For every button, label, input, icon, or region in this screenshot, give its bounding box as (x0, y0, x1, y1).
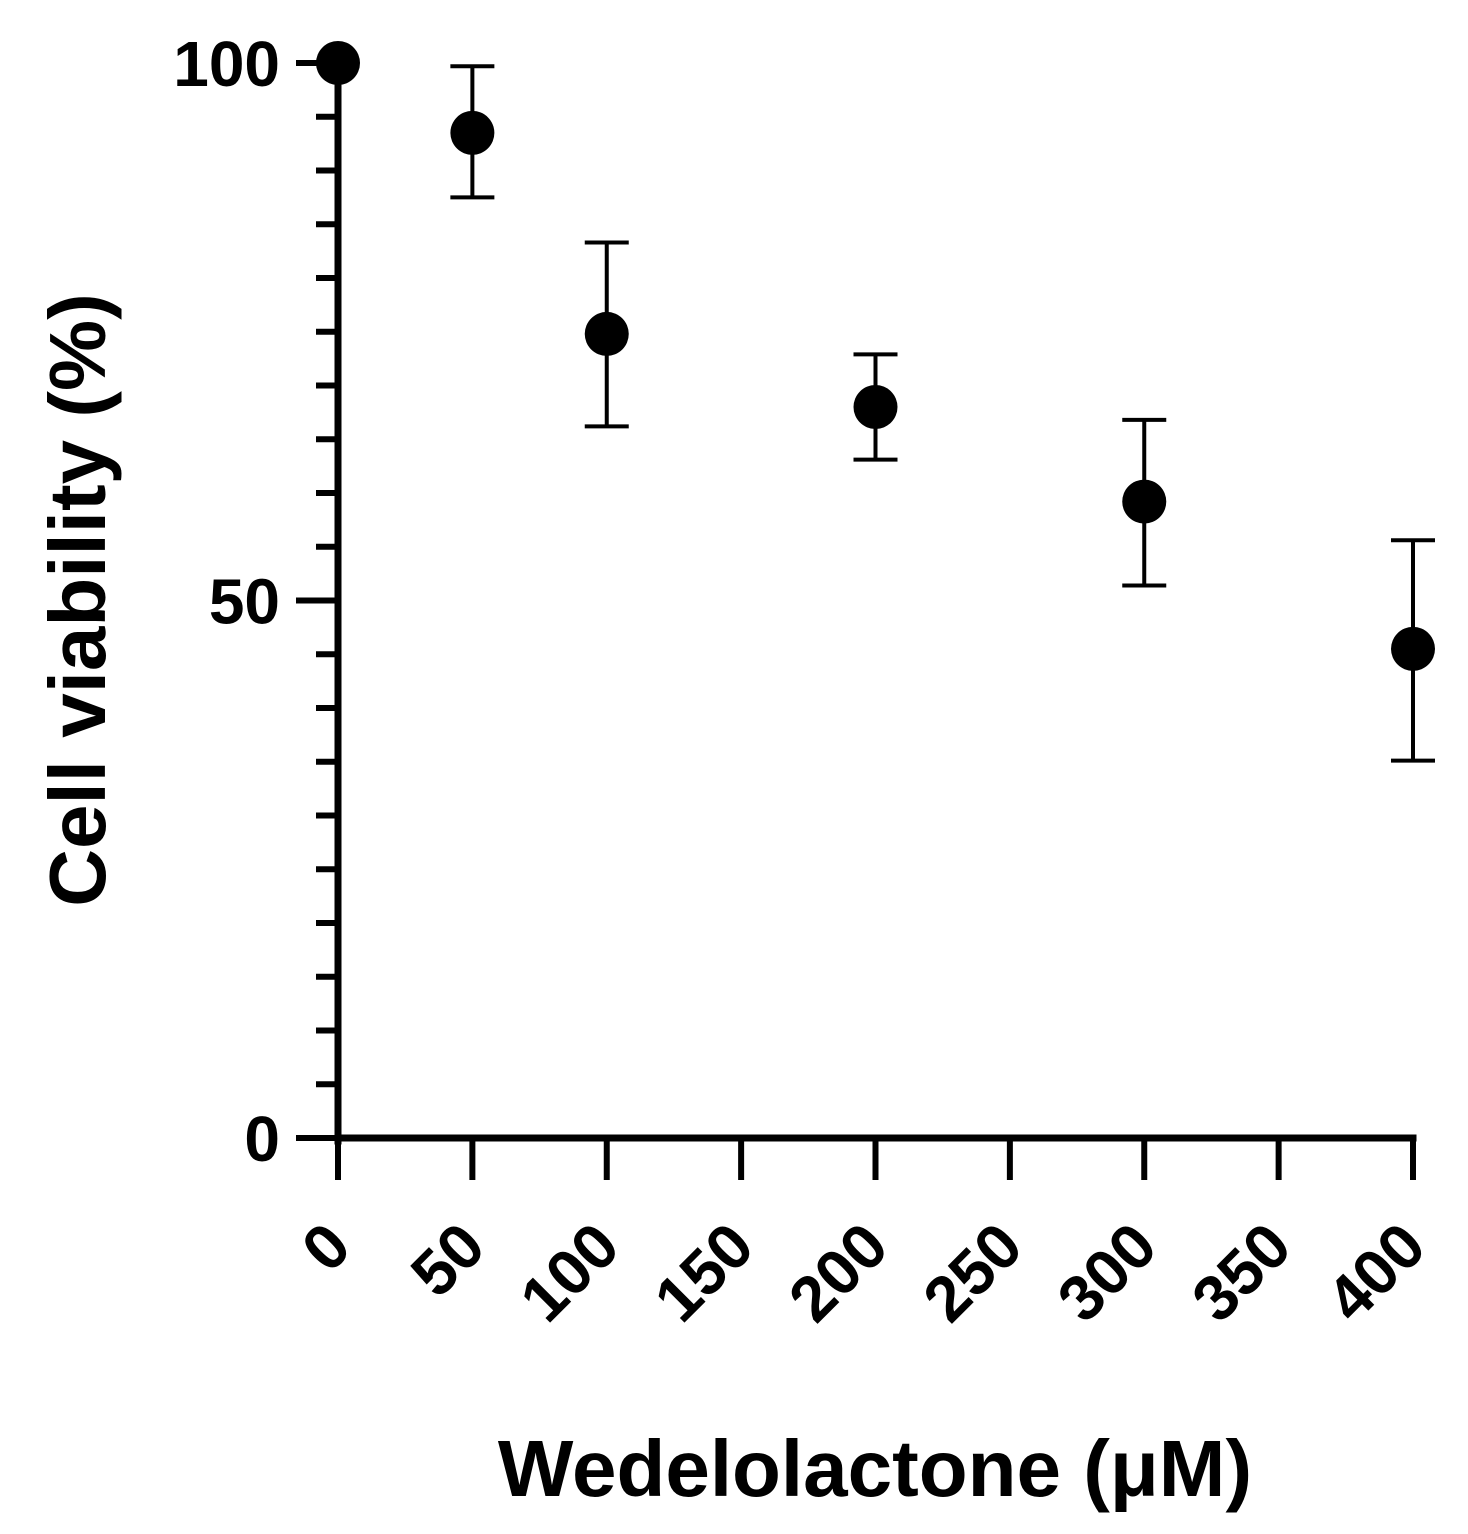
data-point (853, 385, 898, 429)
x-tick-label: 50 (397, 1209, 498, 1310)
y-tick-label: 100 (173, 28, 280, 100)
labels: Cell viability (%) Wedelolactone (μM) 05… (33, 28, 1439, 1513)
x-tick-label: 0 (288, 1209, 364, 1285)
data-point (316, 41, 360, 85)
y-tick-label: 0 (244, 1103, 280, 1175)
x-tick-label: 300 (1044, 1209, 1170, 1335)
data-point (1391, 626, 1435, 671)
data-marks (316, 41, 1435, 763)
axes (296, 56, 1417, 1180)
y-tick-label: 50 (209, 566, 280, 638)
y-axis-title: Cell viability (%) (33, 293, 122, 906)
x-tick-label: 100 (506, 1209, 632, 1335)
x-tick-label: 200 (775, 1209, 901, 1335)
data-point (584, 311, 629, 356)
x-tick-label: 400 (1312, 1209, 1438, 1335)
x-axis-title: Wedelolactone (μM) (498, 1424, 1252, 1513)
x-tick-label: 350 (1178, 1209, 1304, 1335)
data-point (450, 110, 495, 155)
data-point (1122, 479, 1167, 524)
x-tick-label: 150 (641, 1209, 767, 1335)
x-tick-label: 250 (909, 1209, 1035, 1335)
